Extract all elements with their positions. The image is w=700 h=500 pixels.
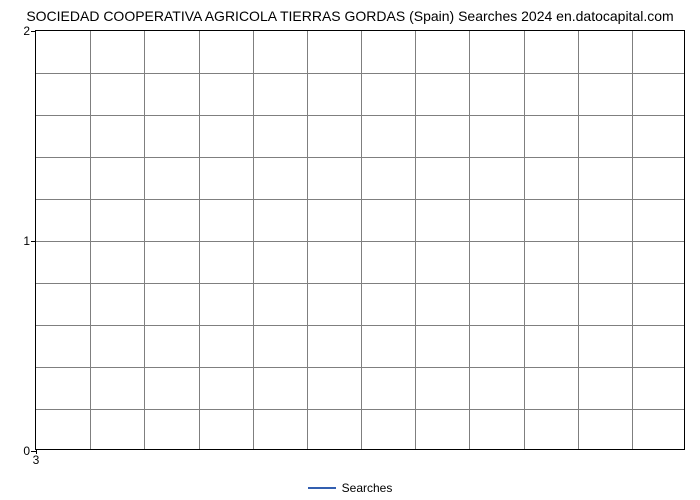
grid-line-vertical [632,31,633,449]
chart-container: SOCIEDAD COOPERATIVA AGRICOLA TIERRAS GO… [0,0,700,500]
grid-line-horizontal [36,325,684,326]
grid-line-horizontal [36,283,684,284]
grid-line-horizontal [36,115,684,116]
ytick-mark [31,31,36,32]
grid-line-vertical [307,31,308,449]
xtick-label: 3 [33,453,40,467]
grid-line-vertical [469,31,470,449]
grid-line-horizontal [36,367,684,368]
grid-line-horizontal [36,157,684,158]
grid-line-horizontal [36,409,684,410]
legend: Searches [0,480,700,495]
ytick-label: 2 [23,24,30,38]
grid-line-vertical [578,31,579,449]
grid-line-vertical [90,31,91,449]
chart-title: SOCIEDAD COOPERATIVA AGRICOLA TIERRAS GO… [0,8,700,24]
grid-line-vertical [524,31,525,449]
ytick-mark [31,241,36,242]
grid-line-horizontal [36,73,684,74]
legend-label: Searches [342,481,393,495]
grid-line-horizontal [36,241,684,242]
grid-line-vertical [199,31,200,449]
ytick-label: 1 [23,234,30,248]
legend-line [308,487,336,489]
grid-line-horizontal [36,199,684,200]
grid-line-vertical [253,31,254,449]
xtick-mark [36,449,37,454]
grid-line-vertical [415,31,416,449]
ytick-label: 0 [23,444,30,458]
plot-area: 0123 [35,30,685,450]
grid-line-vertical [361,31,362,449]
grid-line-vertical [144,31,145,449]
